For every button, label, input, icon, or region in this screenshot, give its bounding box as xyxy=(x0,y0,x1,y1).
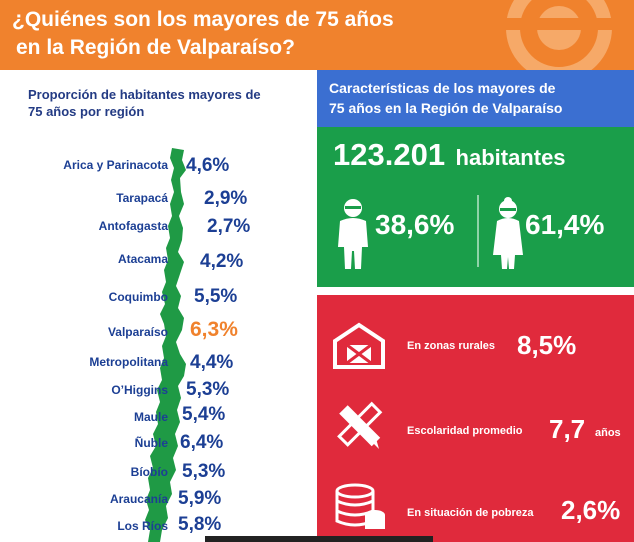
pencil-ruler-icon xyxy=(337,401,383,449)
poverty-value: 2,6% xyxy=(561,495,621,525)
regions-title: Proporción de habitantes mayores de 75 a… xyxy=(28,86,298,120)
schooling-value: 7,7 xyxy=(549,414,586,444)
characteristics-title-line2: 75 años en la Región de Valparaíso xyxy=(329,100,563,116)
region-name: O’Higgins xyxy=(111,383,168,397)
region-name: Antofagasta xyxy=(98,219,168,233)
region-pct: 2,9% xyxy=(204,188,248,209)
barn-icon xyxy=(333,322,385,369)
bottom-bar xyxy=(205,536,433,542)
region-name: Maule xyxy=(133,410,168,424)
region-pct: 5,5% xyxy=(194,286,238,307)
schooling-unit: años xyxy=(595,427,621,439)
rural-label: En zonas rurales xyxy=(407,340,496,352)
population-count: 123.201 habitantes xyxy=(333,137,566,173)
coins-icon xyxy=(335,483,385,529)
region-pct: 6,4% xyxy=(180,432,224,453)
region-name: Metropolitana xyxy=(89,355,168,369)
characteristics-title-line1: Características de los mayores de xyxy=(329,80,556,96)
male-percentage: 38,6% xyxy=(375,209,455,240)
stats-panel: En zonas rurales 8,5% Escolaridad promed… xyxy=(317,287,634,542)
page-title-line1: ¿Quiénes son los mayores de 75 años xyxy=(12,8,394,31)
logo-icon xyxy=(504,0,614,70)
region-name: Atacama xyxy=(117,252,168,266)
region-name: Bíobío xyxy=(130,465,168,479)
region-name: Los Ríos xyxy=(117,519,168,533)
region-pct: 4,4% xyxy=(190,352,234,373)
header-banner: ¿Quiénes son los mayores de 75 años en l… xyxy=(0,0,634,70)
regions-title-line2: 75 años por región xyxy=(28,104,145,119)
region-pct: 5,3% xyxy=(186,379,230,400)
page-title: ¿Quiénes son los mayores de 75 años en l… xyxy=(12,6,472,62)
region-pct: 2,7% xyxy=(207,216,251,237)
page-title-line2: en la Región de Valparaíso? xyxy=(16,36,295,59)
elderly-woman-icon xyxy=(493,197,523,269)
characteristics-title-panel: Características de los mayores de 75 año… xyxy=(317,70,634,127)
region-name: Araucanía xyxy=(109,492,168,506)
population-label: habitantes xyxy=(455,145,566,170)
schooling-label: Escolaridad promedio xyxy=(407,425,523,437)
female-percentage: 61,4% xyxy=(525,209,605,240)
region-pct: 4,2% xyxy=(200,251,244,272)
characteristics-title: Características de los mayores de 75 año… xyxy=(329,78,629,118)
region-pct: 4,6% xyxy=(186,155,230,176)
region-name: Ñuble xyxy=(134,436,168,450)
population-number: 123.201 xyxy=(333,137,446,172)
region-pct: 5,9% xyxy=(178,488,222,509)
rural-value: 8,5% xyxy=(517,330,577,360)
region-name: Coquimbo xyxy=(108,290,168,304)
region-name: Arica y Parinacota xyxy=(63,158,168,172)
region-pct-highlight: 6,3% xyxy=(190,318,238,341)
region-name: Valparaíso xyxy=(107,325,168,339)
gender-divider xyxy=(477,195,479,267)
region-pct: 5,3% xyxy=(182,461,226,482)
region-pct: 5,4% xyxy=(182,404,226,425)
elderly-man-icon xyxy=(338,199,368,269)
region-name: Tarapacá xyxy=(116,191,168,205)
region-pct: 5,8% xyxy=(178,514,222,535)
population-panel: 123.201 habitantes 38,6% 61,4% xyxy=(317,127,634,287)
regions-title-line1: Proporción de habitantes mayores de xyxy=(28,87,261,102)
poverty-label: En situación de pobreza xyxy=(407,507,534,519)
